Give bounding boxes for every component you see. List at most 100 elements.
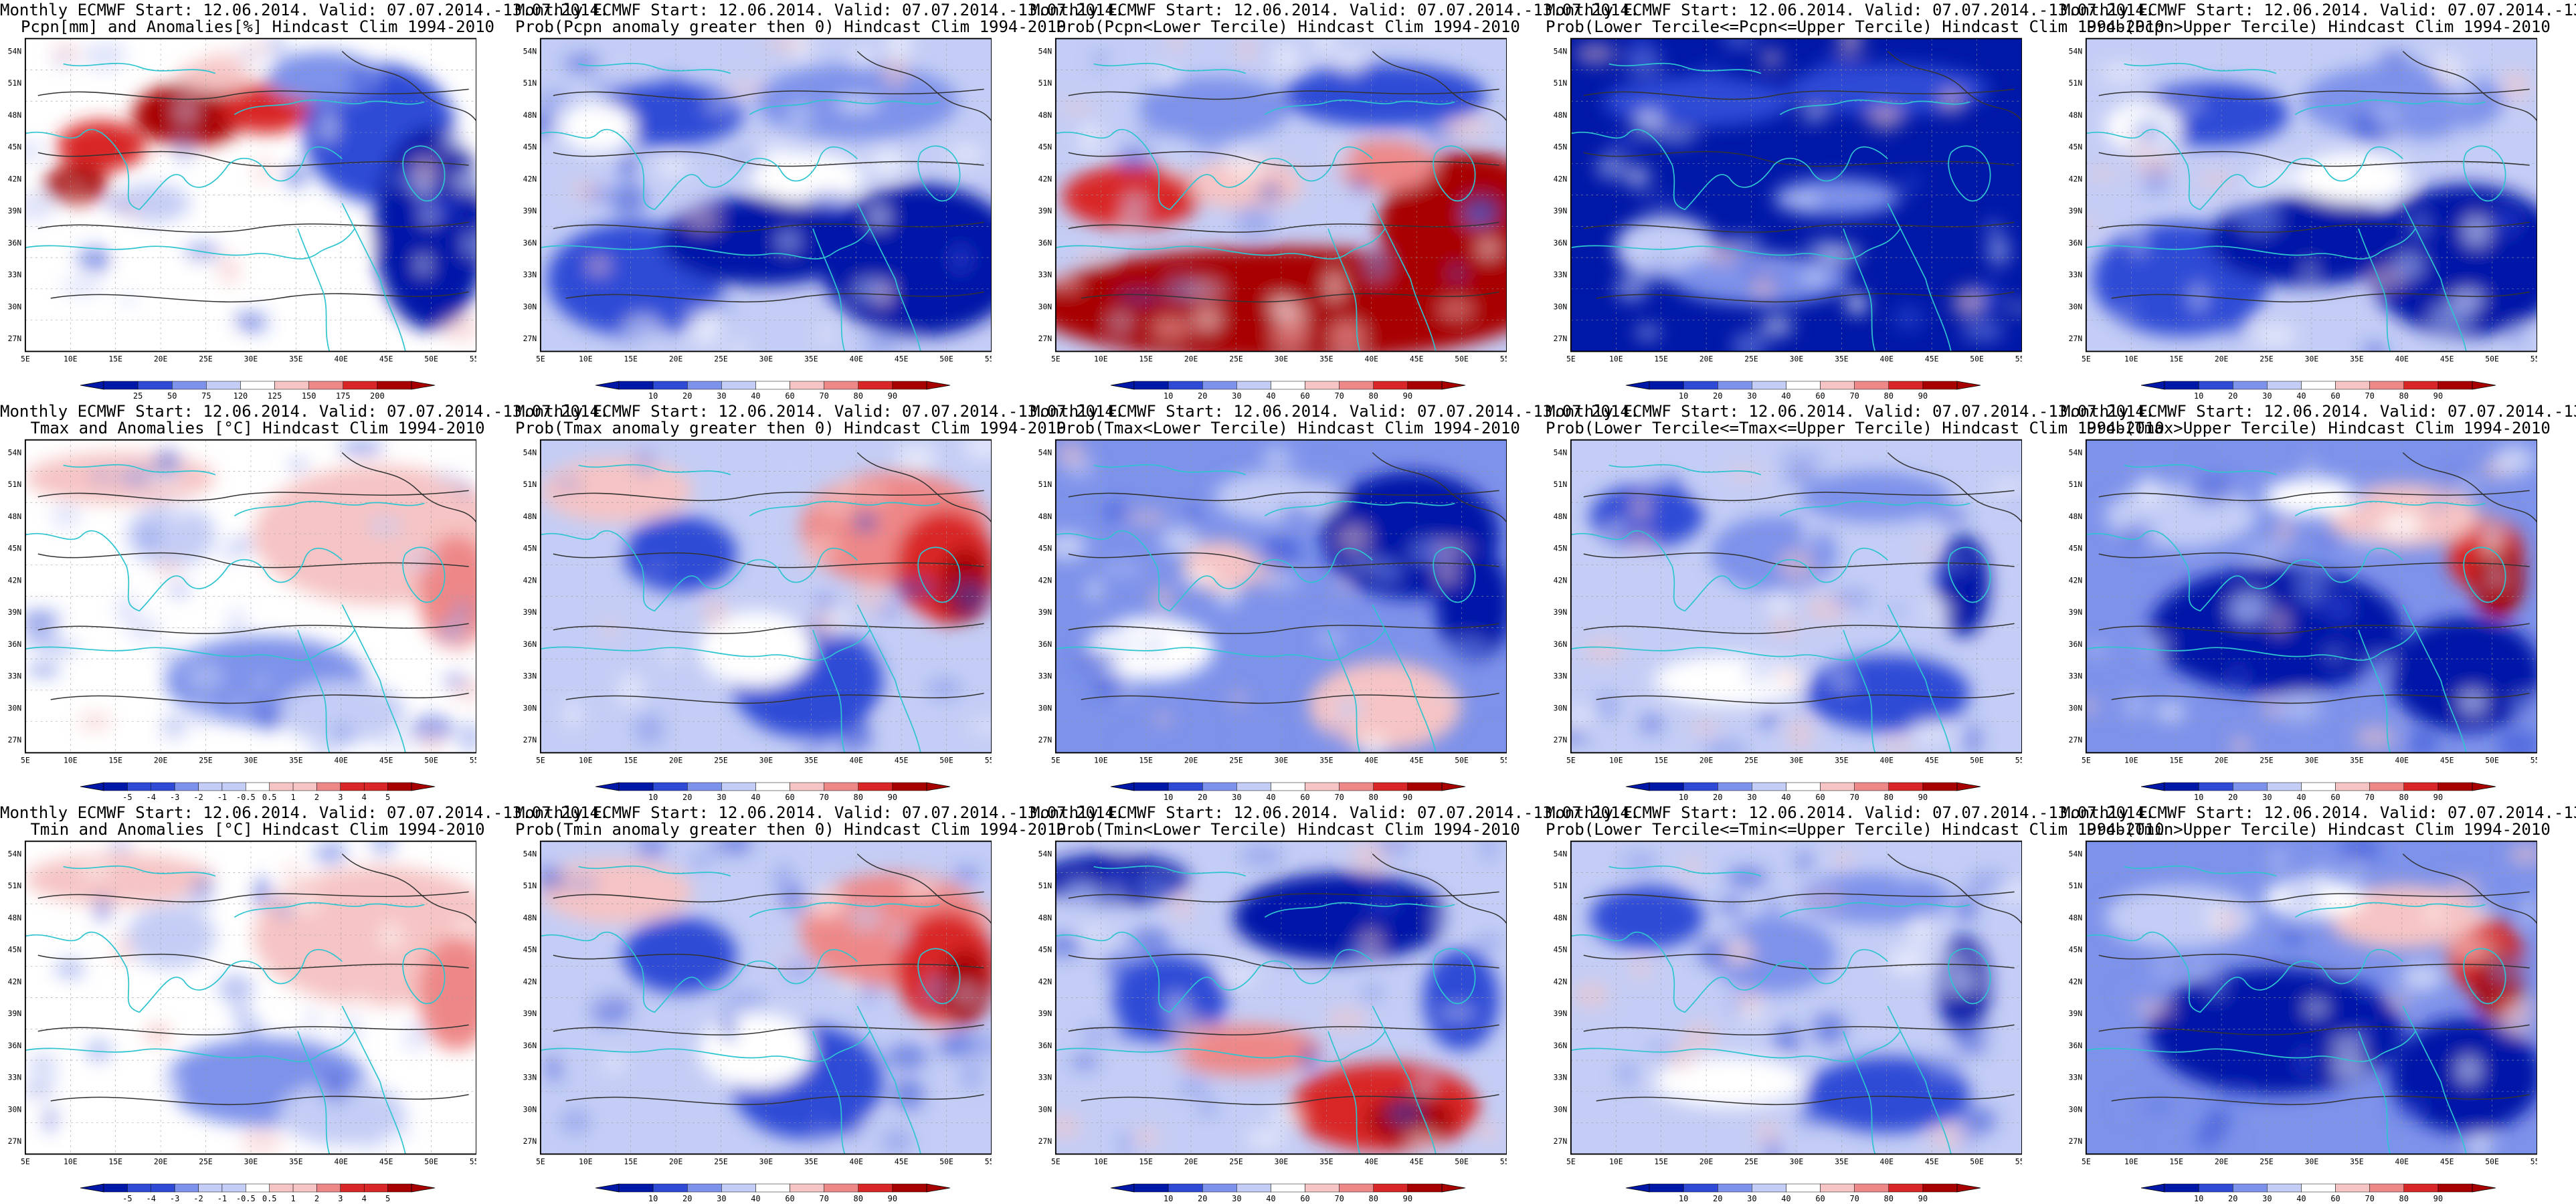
panel-title-line1: Monthly ECMWF Start: 12.06.2014. Valid: … [0,803,610,822]
field-patch [702,597,728,629]
field-patch [306,1007,319,1037]
contour-line [1068,88,1499,100]
field-patch [1769,975,1786,990]
field-patch [858,985,878,1003]
field-patch [2377,51,2412,67]
field-patch [2378,132,2410,144]
lat-tick-label: 51N [523,480,537,489]
color-bar-label: 40 [2296,1194,2306,1203]
field-patch [1689,465,1733,498]
field-patch [1904,170,1919,196]
lon-tick-label: 45E [2440,1157,2454,1167]
coastline [63,62,216,74]
coastline [540,228,870,260]
contour-line [1068,552,1499,569]
color-bar-segment [221,1183,246,1193]
field-patch [540,866,565,892]
color-bar-label: 90 [2433,391,2443,401]
lon-tick-label: 40E [849,355,863,364]
panel-title-line1: Monthly ECMWF Start: 12.06.2014. Valid: … [0,1,610,19]
color-bar-label: 20 [1198,391,1207,401]
field-patch [1122,191,1148,224]
field-patch [1683,1022,1717,1053]
contour-line [1068,490,1499,502]
lat-tick-label: 36N [8,639,22,649]
field-patch [1159,68,1177,88]
map-frame [24,37,476,353]
lon-tick-label: 15E [108,756,122,765]
field-patch [1815,56,1858,84]
color-bar-segment [292,1183,317,1193]
field-patch [1739,1009,1765,1021]
lon-tick-label: 25E [1229,355,1243,364]
color-bar-arrow-right [411,381,435,390]
lat-tick-label: 30N [523,703,537,712]
color-bar-segment [1820,1183,1855,1193]
field-region [126,503,215,567]
field-patch [1477,237,1499,259]
field-region [2365,184,2537,336]
field-patch [2303,457,2318,485]
field-patch [463,231,476,258]
field-patch [540,90,572,110]
field-patch [1439,301,1473,317]
lon-tick-label: 10E [579,1157,593,1167]
field-patch [104,199,127,209]
lon-tick-label: 50E [1455,1157,1469,1167]
color-bar-label: 30 [717,793,726,802]
color-bar-segment [1305,1183,1340,1193]
field-patch [610,183,646,217]
forecast-map: 54N 51N 48N 45N 42N 39N 36N 33N 30N 27N 5E 10E 15E 20… [2069,840,2537,1167]
field-patch [1273,43,1299,71]
field-patch [1143,633,1164,659]
lon-tick-label: 20E [2215,756,2229,765]
field-patch [840,981,861,993]
lon-tick-label: 35E [2350,1157,2364,1167]
color-bar-label: 10 [2194,793,2203,802]
lon-tick-label: 5E [1051,756,1061,765]
coastline [341,604,406,753]
coastline [2463,546,2506,603]
color-bar-segment [340,1183,365,1193]
field-patch [2189,283,2208,312]
field-patch [589,538,632,553]
lon-tick-label: 20E [1184,1157,1198,1167]
lon-tick-label: 35E [1319,1157,1333,1167]
color-bar-arrow-left [80,381,104,390]
coastline [1887,203,1952,352]
color-bar-label: 70 [819,793,828,802]
lon-tick-label: 40E [334,756,348,765]
color-bar-label: 70 [2365,793,2374,802]
field-patch [2262,700,2283,718]
coastline [1570,931,1888,1013]
field-patch [618,149,636,180]
field-patch [2449,878,2481,900]
color-bar-segment [892,1183,927,1193]
lat-tick-label: 27N [8,334,22,343]
field-patch [2343,532,2385,549]
color-bar-label: 40 [751,1194,760,1203]
color-bar-arrow-right [2472,1183,2496,1193]
color-bar-label: 20 [1198,793,1207,802]
lat-tick-label: 27N [2069,735,2083,744]
color-bar-arrow-right [1441,782,1465,791]
coastline [2086,931,2403,1013]
color-bar-label: 90 [888,391,897,401]
field-patch [1325,270,1344,302]
color-bar-segment [1786,381,1821,390]
color-bar-label: 60 [785,1194,794,1203]
field-patch [1691,719,1720,734]
field-patch [1057,103,1097,114]
panel-title-line2: Prob(Lower Tercile<=Tmax<=Upper Tercile)… [1546,419,2165,437]
lat-tick-label: 42N [8,575,22,585]
color-bar-segment [2232,1183,2268,1193]
coastline [917,145,961,202]
field-patch [1192,127,1228,154]
color-bar-segment [1407,1183,1443,1193]
color-bar-label: 60 [1815,391,1825,401]
lat-tick-label: 33N [8,1073,22,1082]
lat-tick-label: 51N [523,78,537,88]
lat-tick-label: 42N [2069,575,2083,585]
field-patch [1431,908,1469,932]
lat-tick-label: 27N [523,1136,537,1146]
